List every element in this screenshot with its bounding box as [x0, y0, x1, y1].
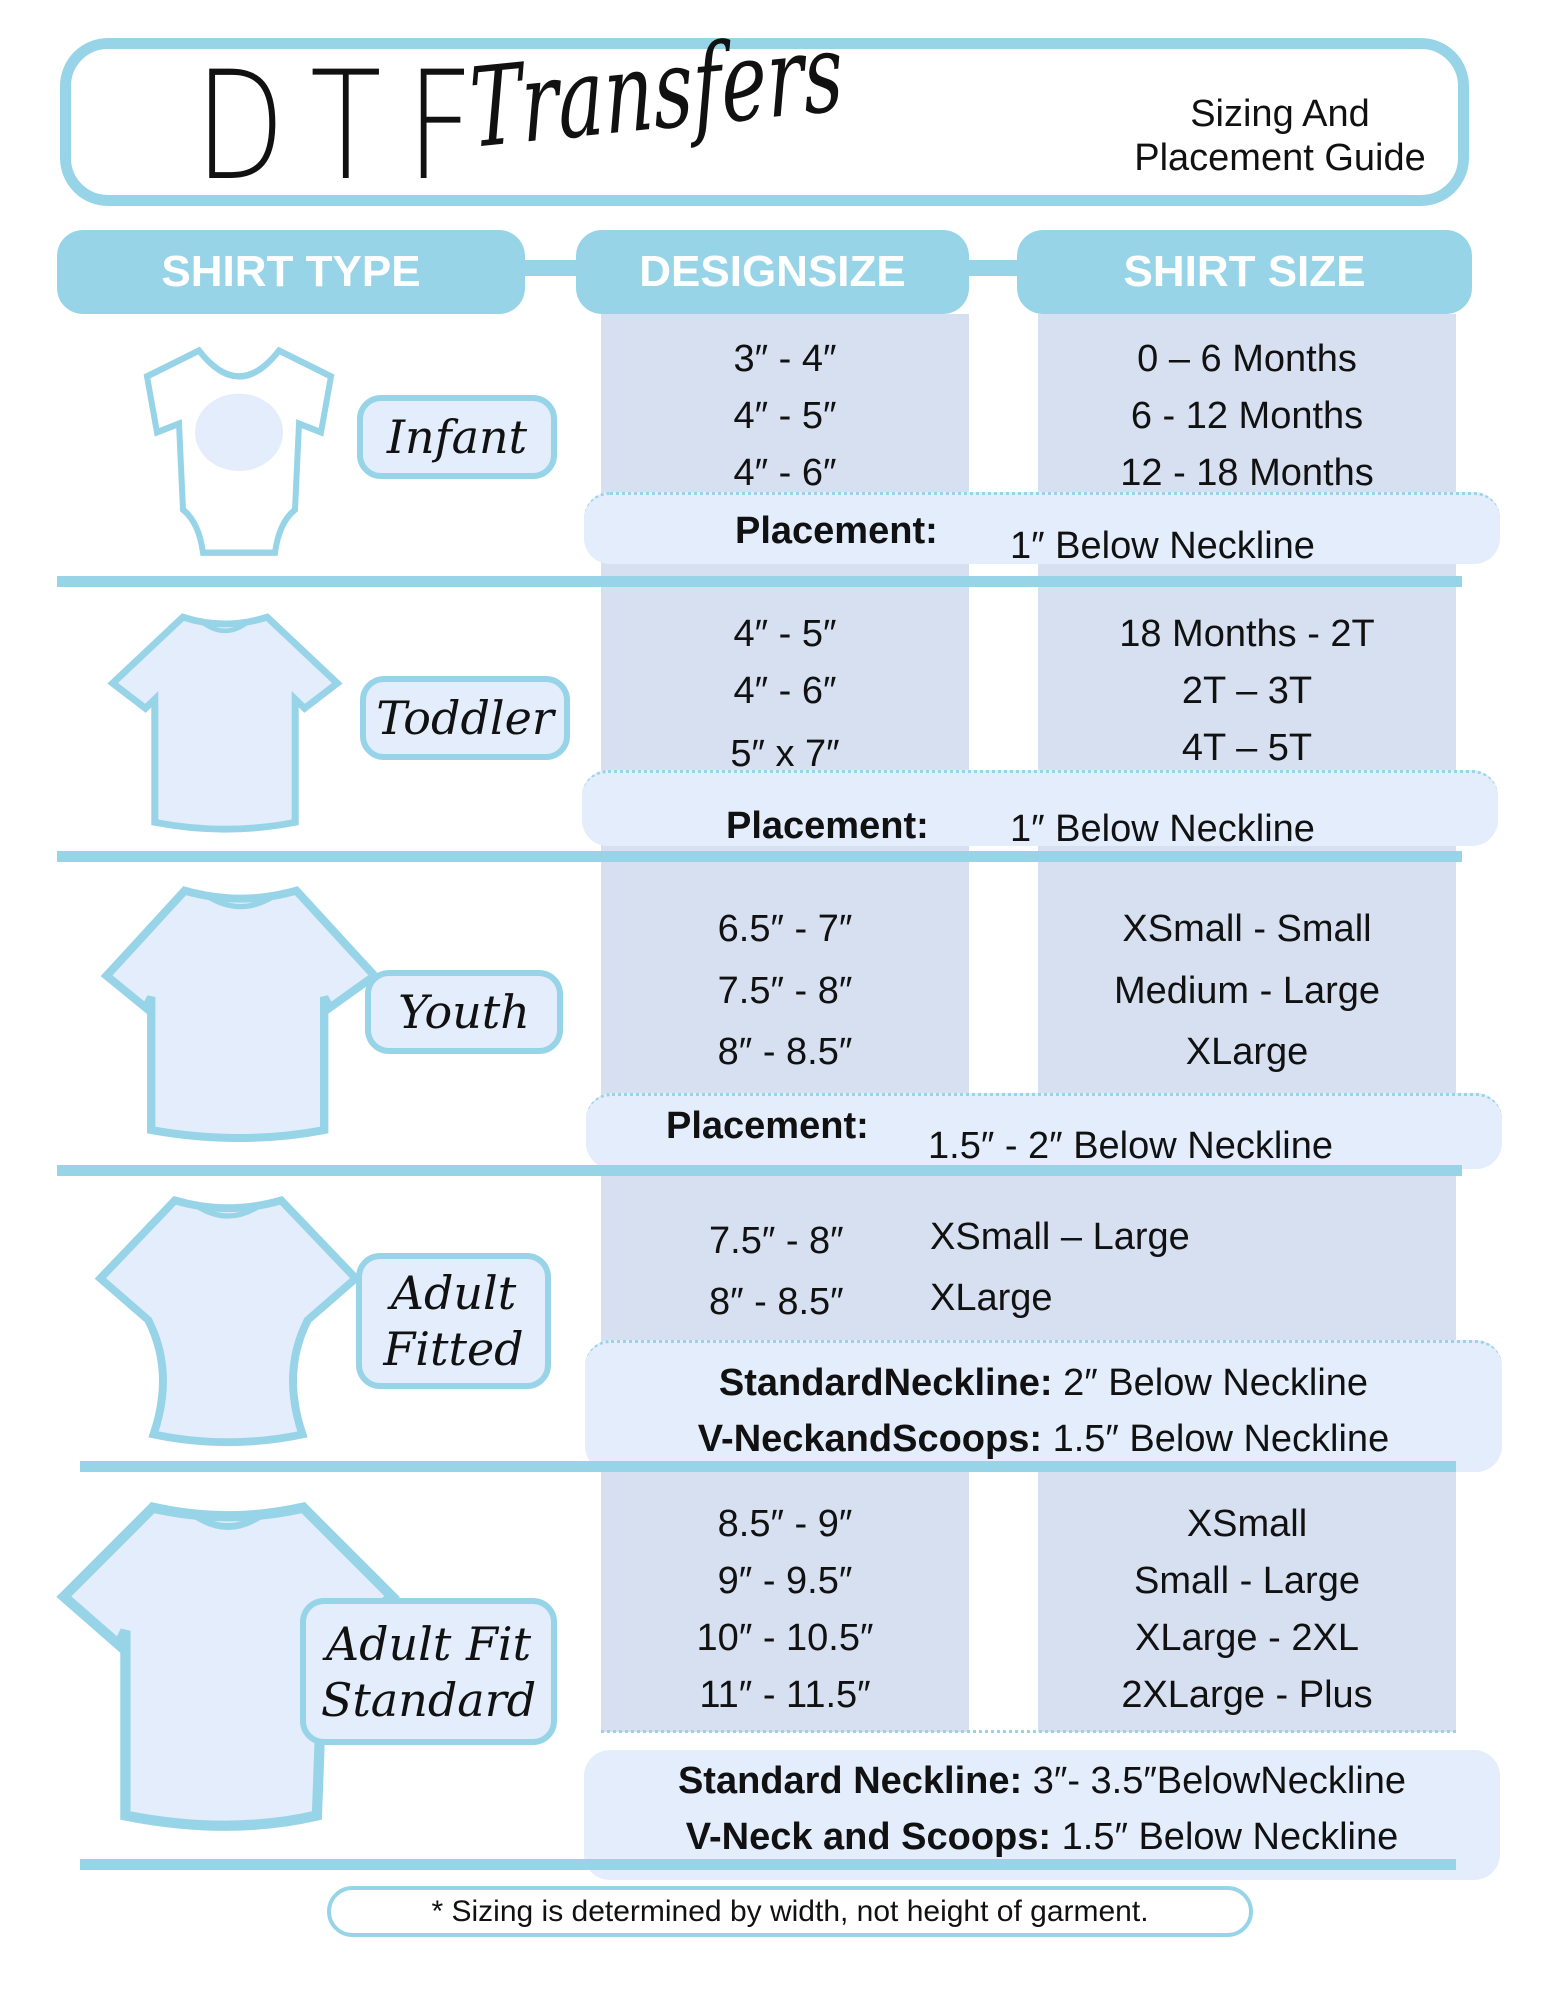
shirt-size: 6 - 12 Months — [1130, 395, 1364, 437]
design-size: 4″ - 5″ — [733, 613, 837, 655]
column-header-shirt-type: SHIRT TYPE — [57, 230, 525, 314]
design-size: 4″ - 6″ — [733, 452, 837, 494]
shirt-type-line: Fitted — [383, 1322, 524, 1376]
design-size: 8″ - 8.5″ — [709, 1281, 844, 1323]
placement-line: StandardNeckline: 2″ Below Neckline — [585, 1362, 1502, 1405]
placement-line: Standard Neckline: 3″- 3.5″BelowNeckline — [584, 1760, 1500, 1803]
placement-box — [582, 770, 1498, 846]
placement-box — [585, 1340, 1502, 1472]
placement-label: V-Neck and Scoops: — [685, 1816, 1052, 1858]
youth-shirt-icon — [100, 886, 381, 1143]
placement-label: V-NeckandScoops: — [697, 1418, 1043, 1460]
shirt-size: XLarge — [1185, 1031, 1309, 1073]
shirt-type-line: Standard — [320, 1672, 537, 1727]
design-size: 7.5″ - 8″ — [717, 970, 853, 1012]
design-size: 10″ - 10.5″ — [696, 1617, 874, 1659]
toddler-shirt-icon — [107, 613, 343, 833]
shirt-size: 12 - 18 Months — [1120, 452, 1374, 494]
shirt-type-line: Adult — [390, 1266, 517, 1320]
design-size: 5″ x 7″ — [730, 733, 840, 775]
section-divider — [80, 1461, 1456, 1472]
dotted-divider — [601, 1730, 1456, 1733]
subtitle-line-1: Sizing And — [1190, 93, 1370, 135]
adult-standard-shirt-icon — [56, 1502, 400, 1831]
section-divider — [57, 576, 1462, 587]
shirt-type-youth: Youth — [365, 970, 563, 1054]
shirt-type-adult-fitted: Adult Fitted — [356, 1253, 551, 1389]
placement-value: 2″ Below Neckline — [1063, 1362, 1369, 1404]
design-size: 8.5″ - 9″ — [717, 1503, 853, 1545]
design-size: 4″ - 6″ — [733, 670, 837, 712]
design-size: 7.5″ - 8″ — [709, 1220, 844, 1262]
subtitle-line-2: Placement Guide — [1134, 137, 1426, 179]
shirt-size: Small - Large — [1134, 1560, 1360, 1602]
section-divider — [57, 851, 1462, 862]
shirt-size: 0 – 6 Months — [1137, 338, 1357, 380]
column-header-shirt-size: SHIRT SIZE — [1017, 230, 1472, 314]
shirt-size: Medium - Large — [1113, 970, 1381, 1012]
placement-value: 3″- 3.5″BelowNeckline — [1032, 1760, 1407, 1802]
shirt-size: XLarge — [930, 1277, 1053, 1319]
section-divider — [80, 1859, 1456, 1870]
design-size: 8″ - 8.5″ — [717, 1031, 853, 1073]
shirt-size: 18 Months - 2T — [1119, 613, 1375, 655]
placement-line: V-Neck and Scoops: 1.5″ Below Neckline — [584, 1816, 1500, 1859]
footer-note: * Sizing is determined by width, not hei… — [327, 1886, 1253, 1937]
shirt-size: 2XLarge - Plus — [1121, 1674, 1373, 1716]
design-size: 4″ - 5″ — [733, 395, 837, 437]
column-header-design-size: DESIGNSIZE — [576, 230, 969, 314]
shirt-type-line: Adult Fit — [325, 1616, 532, 1671]
placement-label: Placement: — [735, 510, 938, 552]
shirt-type-adult-fit-standard: Adult Fit Standard — [300, 1598, 557, 1745]
section-divider — [57, 1165, 1462, 1176]
placement-value: 1.5″ Below Neckline — [1052, 1418, 1390, 1460]
placement-box — [584, 492, 1500, 564]
placement-label: Placement: — [726, 805, 929, 847]
design-size: 3″ - 4″ — [733, 338, 837, 380]
design-size: 6.5″ - 7″ — [717, 908, 853, 950]
shirt-size: XLarge - 2XL — [1135, 1617, 1359, 1659]
logo-dtf: DTF — [195, 40, 499, 214]
onesie-icon — [143, 346, 335, 556]
shirt-size: 4T – 5T — [1181, 727, 1313, 769]
placement-value: 1.5″ Below Neckline — [1061, 1816, 1399, 1858]
shirt-type-infant: Infant — [357, 395, 557, 479]
placement-box — [584, 1750, 1500, 1880]
header-connector — [965, 260, 1021, 276]
placement-line: V-NeckandScoops: 1.5″ Below Neckline — [585, 1418, 1502, 1461]
placement-label: Placement: — [666, 1105, 869, 1147]
design-size: 9″ - 9.5″ — [717, 1560, 853, 1602]
subtitle: Sizing And Placement Guide — [1100, 92, 1460, 180]
shirt-size: XSmall - Small — [1122, 908, 1372, 950]
placement-box — [586, 1093, 1502, 1169]
shirt-type-toddler: Toddler — [360, 676, 570, 760]
placement-value: 1.5″ - 2″ Below Neckline — [928, 1125, 1333, 1167]
placement-value: 1″ Below Neckline — [1010, 808, 1315, 850]
column-gap-fill — [969, 1176, 1038, 1342]
shirt-size: XSmall — [1186, 1503, 1308, 1545]
placement-value: 1″ Below Neckline — [1010, 525, 1315, 567]
title-banner — [60, 38, 1469, 206]
design-size: 11″ - 11.5″ — [699, 1674, 871, 1716]
placement-label: Standard Neckline: — [677, 1760, 1023, 1802]
shirt-size: 2T – 3T — [1181, 670, 1313, 712]
shirt-size: XSmall – Large — [930, 1216, 1190, 1258]
placement-label: StandardNeckline: — [718, 1362, 1053, 1404]
header-connector — [520, 260, 580, 276]
adult-fitted-shirt-icon — [94, 1195, 362, 1447]
